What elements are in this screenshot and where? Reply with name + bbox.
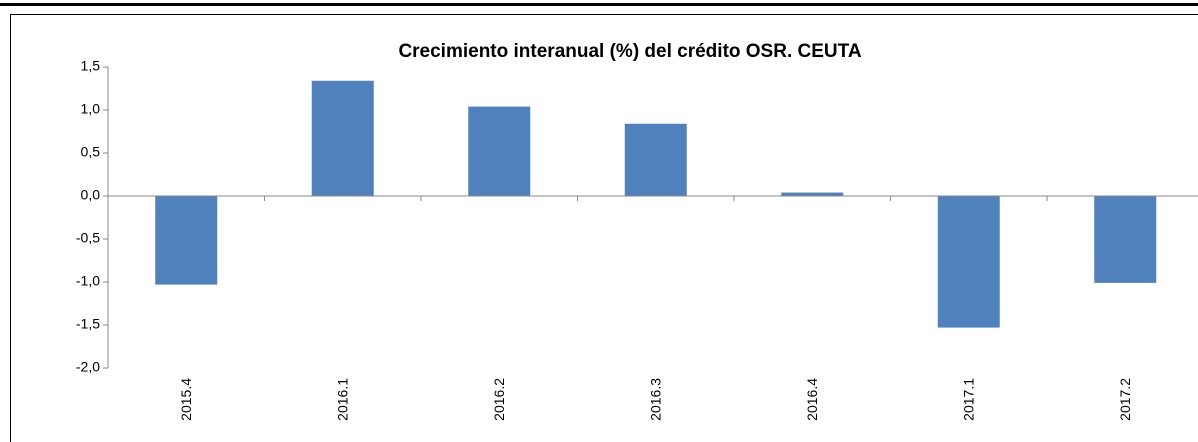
x-tick-label: 2017.1 <box>960 378 976 421</box>
bar <box>155 196 218 285</box>
y-tick-label: -2,0 <box>76 359 100 375</box>
x-tick-label: 2016.1 <box>334 378 350 421</box>
bar <box>1094 196 1157 283</box>
x-tick-label: 2016.2 <box>491 378 507 421</box>
chart-frame <box>10 14 1198 442</box>
y-tick-label: -0,5 <box>76 230 100 246</box>
bar <box>468 106 531 196</box>
x-tick-label: 2016.4 <box>804 378 820 421</box>
bar <box>781 192 844 196</box>
bar <box>937 196 1000 328</box>
y-tick-label: 0,0 <box>81 187 101 203</box>
chart-title: Crecimiento interanual (%) del crédito O… <box>398 41 861 62</box>
x-tick-label: 2016.3 <box>647 378 663 421</box>
y-tick-label: 1,0 <box>81 101 101 117</box>
y-tick-label: -1,5 <box>76 316 100 332</box>
bar <box>624 123 687 196</box>
x-tick-label: 2017.2 <box>1117 378 1133 421</box>
y-tick-label: -1,0 <box>76 273 100 289</box>
x-tick-label: 2015.4 <box>178 378 194 421</box>
bar <box>311 80 374 196</box>
y-tick-label: 0,5 <box>81 144 101 160</box>
y-tick-label: 1,5 <box>81 58 101 74</box>
top-rule <box>0 3 1198 6</box>
